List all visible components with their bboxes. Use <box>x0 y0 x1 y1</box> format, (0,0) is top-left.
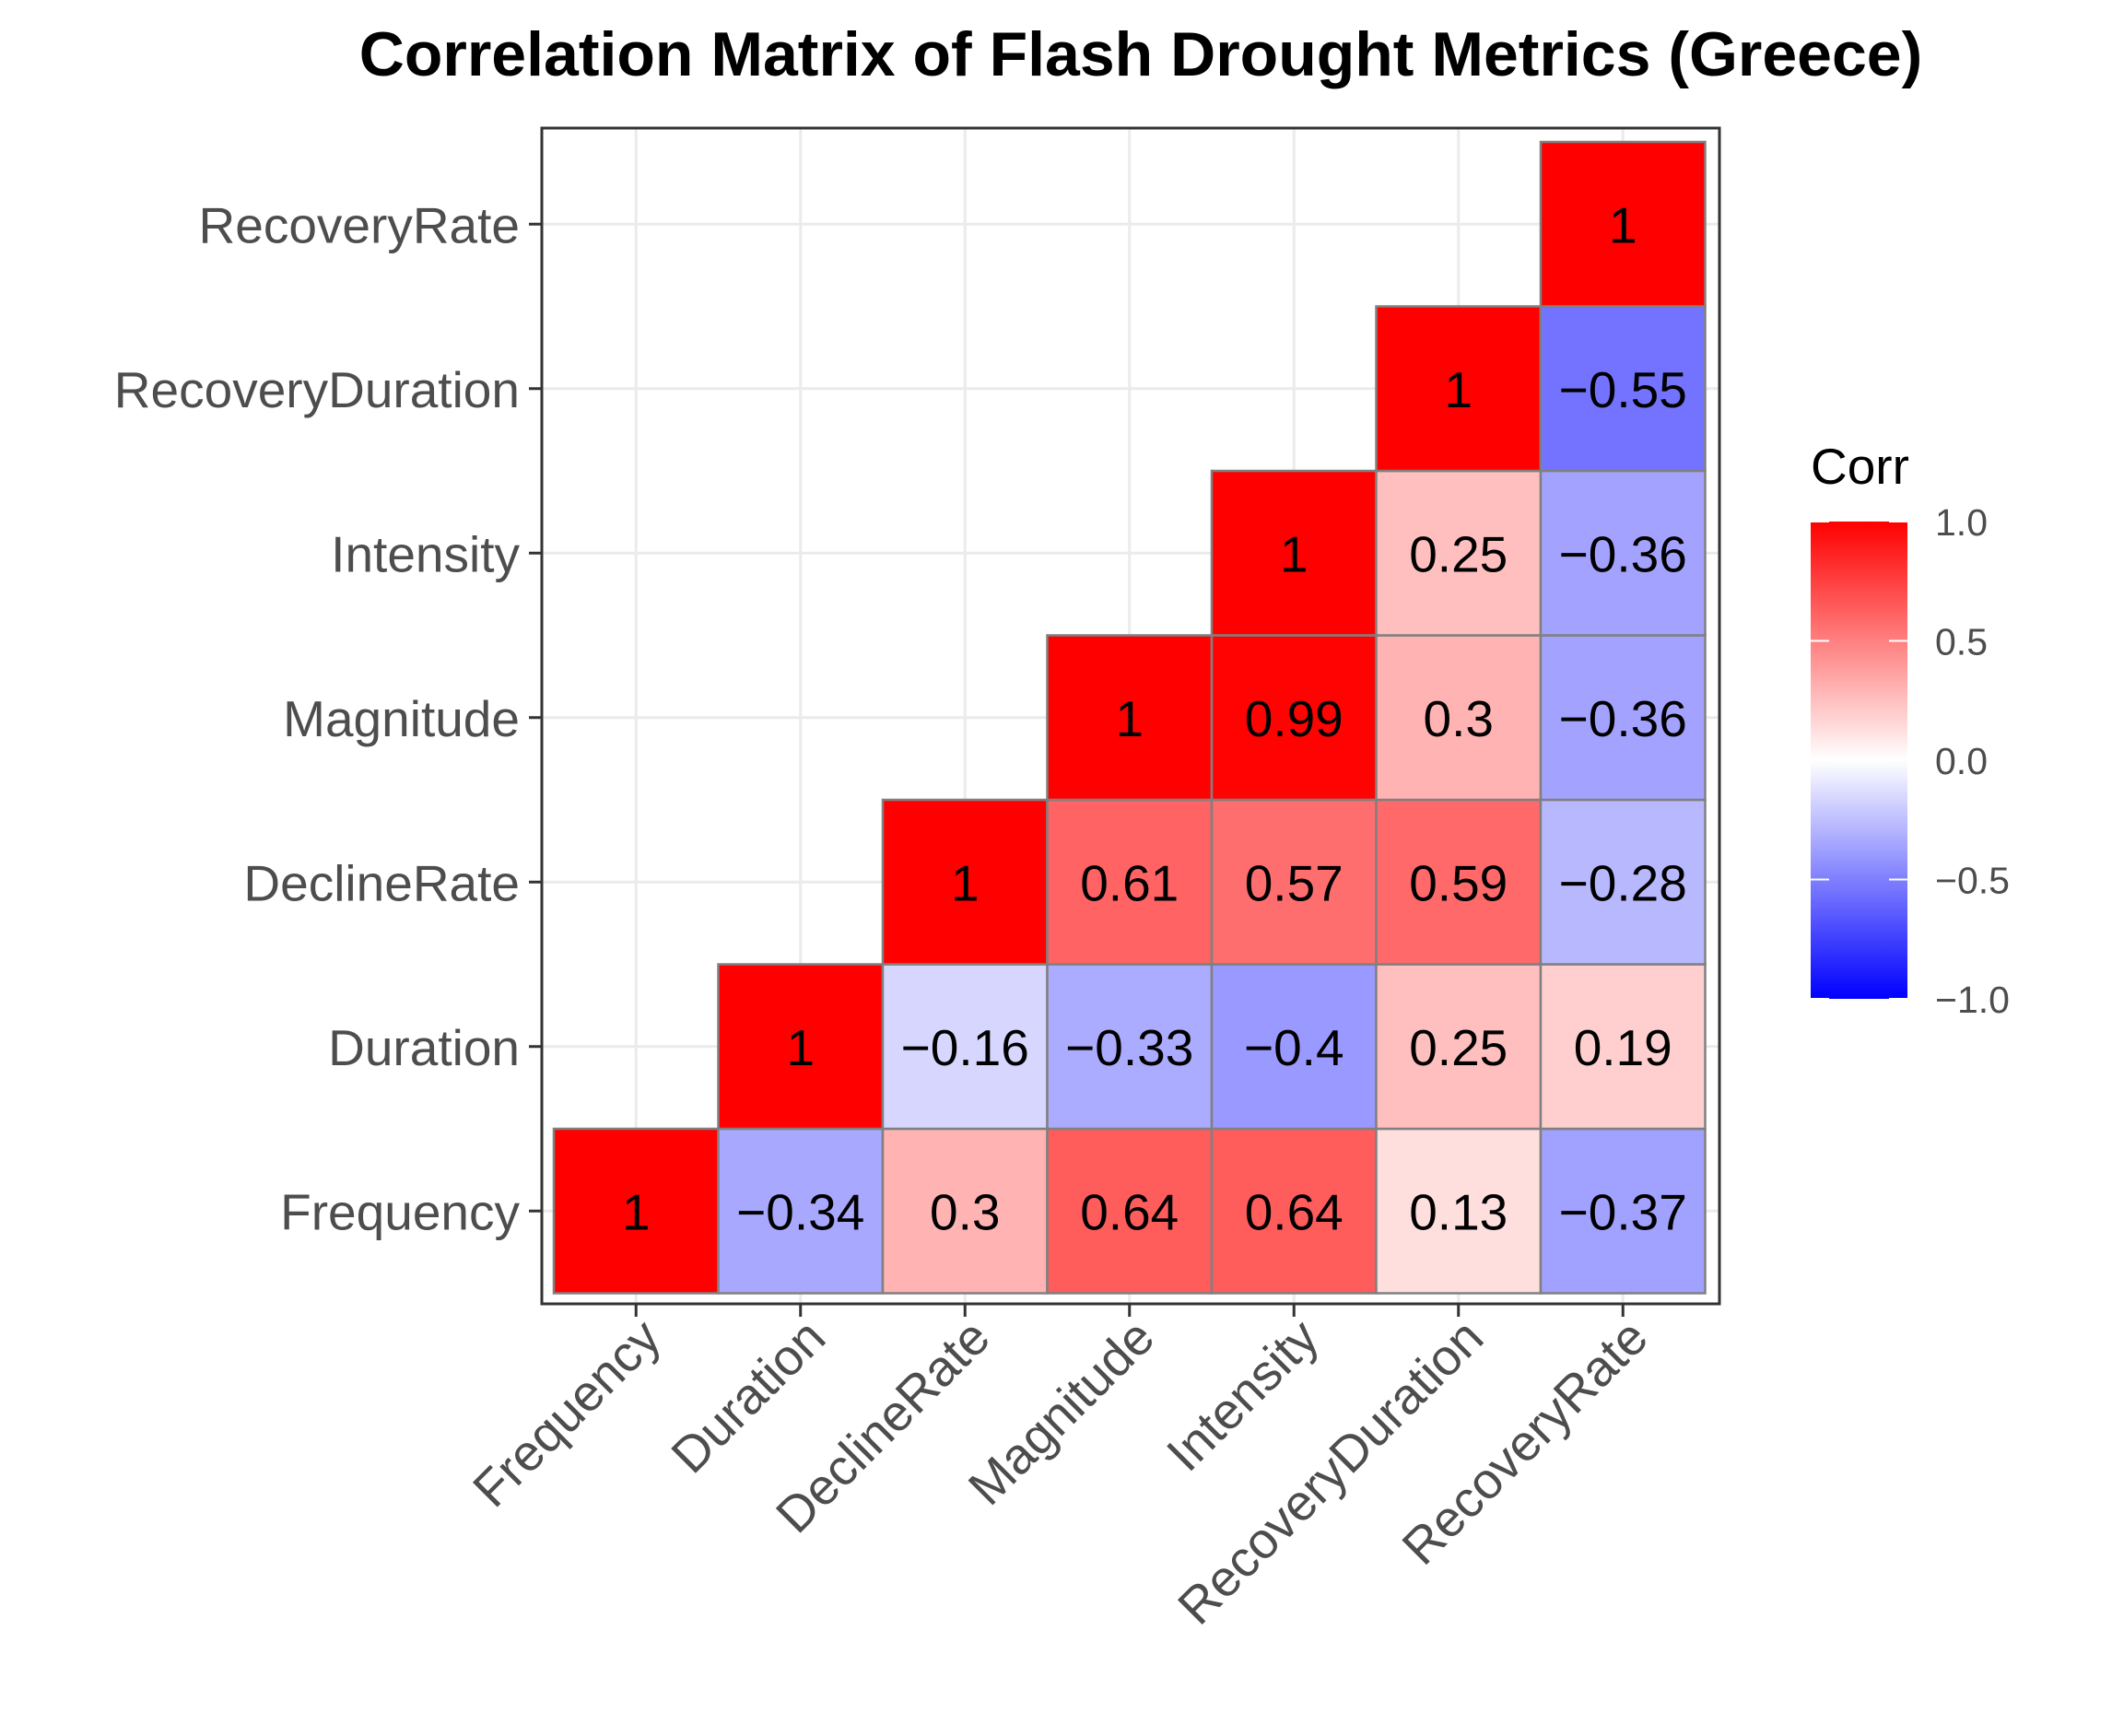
cell-value-label: −0.37 <box>1559 1183 1687 1240</box>
cell-value-label: −0.16 <box>901 1019 1029 1076</box>
heatmap-cell <box>1539 469 1707 637</box>
cell-value-label: 1 <box>1115 690 1144 747</box>
legend-ticks: 1.0 0.5 0.0 −0.5 −1.0 <box>1811 501 2010 1021</box>
heatmap-cell <box>1375 469 1543 637</box>
y-tick-label: RecoveryRate <box>199 196 520 253</box>
cell-value-label: 1 <box>951 854 980 911</box>
cell-value-label: −0.33 <box>1065 1019 1193 1076</box>
heatmap-cell <box>1539 798 1707 966</box>
heatmap-cell <box>1210 798 1378 966</box>
legend-tick-label: 0.0 <box>1935 740 1988 782</box>
cell-value-label: 1 <box>786 1019 815 1076</box>
heatmap-cell <box>881 963 1049 1131</box>
cell-value-label: 0.19 <box>1574 1019 1672 1076</box>
heatmap-cell <box>1375 634 1543 802</box>
cell-value-label: −0.4 <box>1244 1019 1344 1076</box>
heatmap-cells <box>552 140 1707 1295</box>
heatmap-cell <box>1539 305 1707 473</box>
heatmap-cell <box>1375 1127 1543 1295</box>
cell-value-label: −0.36 <box>1559 525 1687 582</box>
y-tick-label: Intensity <box>331 525 520 582</box>
y-tick-label: Frequency <box>280 1183 520 1240</box>
legend: Corr 1.0 0.5 0.0 −0.5 −1.0 <box>1811 438 2010 1021</box>
legend-tick-label: 1.0 <box>1935 501 1988 544</box>
heatmap-cell <box>1046 963 1214 1131</box>
heatmap-cell <box>1375 305 1543 473</box>
heatmap-cell <box>717 963 885 1131</box>
cell-value-label: 0.3 <box>930 1183 1000 1240</box>
heatmap-cell <box>1539 140 1707 308</box>
cell-value-label: 0.64 <box>1080 1183 1179 1240</box>
heatmap-cell <box>1046 634 1214 802</box>
cell-value-label: 0.57 <box>1245 854 1343 911</box>
y-tick-label: DeclineRate <box>243 854 520 911</box>
legend-tick-label: −1.0 <box>1935 979 2010 1021</box>
cell-value-label: −0.28 <box>1559 854 1687 911</box>
y-tick-label: Magnitude <box>283 690 520 747</box>
heatmap-cell <box>552 1127 720 1295</box>
legend-tick-label: 0.5 <box>1935 621 1988 663</box>
heatmap-cell <box>1046 798 1214 966</box>
heatmap-cell <box>1539 963 1707 1131</box>
y-tick-label: RecoveryDuration <box>114 361 520 418</box>
cell-value-label: 0.64 <box>1245 1183 1343 1240</box>
cell-value-label: 1 <box>1280 525 1308 582</box>
cell-value-label: 0.99 <box>1245 690 1343 747</box>
cell-value-label: 0.25 <box>1409 525 1508 582</box>
cell-value-label: −0.34 <box>736 1183 864 1240</box>
chart-title: Correlation Matrix of Flash Drought Metr… <box>359 19 1923 89</box>
cell-labels: 1 −0.34 0.3 0.64 0.64 0.13 −0.37 1 −0.16 −0.33 −0.… <box>622 196 1687 1240</box>
cell-value-label: 1 <box>622 1183 651 1240</box>
cell-value-label: −0.55 <box>1559 361 1687 418</box>
cell-value-label: 0.59 <box>1409 854 1508 911</box>
cell-value-label: 0.3 <box>1424 690 1494 747</box>
heatmap-cell <box>1210 469 1378 637</box>
cell-value-label: 1 <box>1444 361 1473 418</box>
legend-title: Corr <box>1811 438 1909 495</box>
cell-value-label: 1 <box>1609 196 1637 253</box>
cell-value-label: 0.25 <box>1409 1019 1508 1076</box>
heatmap-cell <box>1375 798 1543 966</box>
y-tick-label: Duration <box>328 1019 520 1076</box>
heatmap-cell <box>717 1127 885 1295</box>
heatmap-cell <box>881 1127 1049 1295</box>
cell-value-label: 0.61 <box>1080 854 1179 911</box>
legend-tick-label: −0.5 <box>1935 860 2010 902</box>
cell-value-label: 0.13 <box>1409 1183 1508 1240</box>
heatmap-cell <box>1539 634 1707 802</box>
y-axis: Frequency Duration DeclineRate Magnitude Int… <box>114 196 542 1240</box>
cell-value-label: −0.36 <box>1559 690 1687 747</box>
